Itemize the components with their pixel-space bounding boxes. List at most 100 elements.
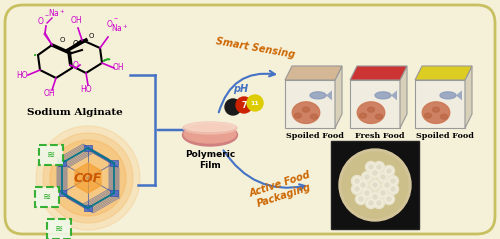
Text: O: O bbox=[73, 40, 79, 49]
Circle shape bbox=[359, 197, 363, 201]
Circle shape bbox=[358, 179, 368, 190]
Ellipse shape bbox=[360, 113, 366, 118]
Circle shape bbox=[366, 162, 376, 173]
Polygon shape bbox=[465, 66, 472, 128]
Text: Polymeric
Film: Polymeric Film bbox=[185, 150, 235, 170]
Circle shape bbox=[381, 175, 385, 179]
Circle shape bbox=[373, 195, 377, 199]
FancyArrowPatch shape bbox=[224, 150, 305, 190]
Circle shape bbox=[373, 171, 377, 175]
Polygon shape bbox=[456, 90, 462, 100]
Circle shape bbox=[374, 162, 384, 173]
Text: OH: OH bbox=[70, 16, 82, 25]
Circle shape bbox=[388, 175, 398, 186]
Circle shape bbox=[379, 173, 387, 181]
Polygon shape bbox=[326, 90, 332, 100]
Text: OH: OH bbox=[112, 63, 124, 72]
Circle shape bbox=[356, 194, 366, 205]
Circle shape bbox=[371, 193, 379, 201]
FancyArrowPatch shape bbox=[219, 71, 275, 112]
Polygon shape bbox=[75, 163, 101, 193]
Circle shape bbox=[43, 133, 133, 223]
Circle shape bbox=[378, 172, 388, 183]
Circle shape bbox=[375, 199, 383, 207]
Ellipse shape bbox=[310, 92, 326, 99]
FancyBboxPatch shape bbox=[84, 205, 92, 211]
Ellipse shape bbox=[357, 102, 385, 123]
Circle shape bbox=[384, 194, 394, 205]
Text: Spoiled Food: Spoiled Food bbox=[286, 132, 344, 140]
FancyBboxPatch shape bbox=[84, 145, 92, 151]
FancyBboxPatch shape bbox=[58, 190, 66, 196]
Circle shape bbox=[369, 165, 373, 169]
Circle shape bbox=[379, 189, 387, 197]
Circle shape bbox=[363, 189, 371, 197]
Circle shape bbox=[362, 172, 372, 183]
Ellipse shape bbox=[292, 102, 320, 123]
Text: ≋: ≋ bbox=[55, 224, 63, 234]
Circle shape bbox=[373, 183, 377, 187]
FancyBboxPatch shape bbox=[39, 145, 63, 165]
Polygon shape bbox=[415, 66, 472, 80]
FancyBboxPatch shape bbox=[58, 160, 66, 166]
Circle shape bbox=[225, 99, 241, 115]
Polygon shape bbox=[350, 80, 400, 128]
Text: Na$^+$: Na$^+$ bbox=[48, 7, 66, 19]
Circle shape bbox=[355, 179, 359, 183]
Circle shape bbox=[385, 183, 389, 187]
Circle shape bbox=[381, 191, 385, 195]
Ellipse shape bbox=[184, 125, 236, 143]
Circle shape bbox=[389, 177, 397, 185]
Circle shape bbox=[367, 163, 375, 171]
FancyBboxPatch shape bbox=[110, 190, 118, 196]
Text: $^-$: $^-$ bbox=[112, 16, 118, 22]
Text: Smart Sensing: Smart Sensing bbox=[214, 36, 296, 60]
FancyBboxPatch shape bbox=[331, 141, 419, 229]
Circle shape bbox=[339, 149, 411, 221]
Polygon shape bbox=[285, 80, 335, 128]
Polygon shape bbox=[350, 66, 407, 80]
Ellipse shape bbox=[440, 114, 448, 119]
Circle shape bbox=[357, 195, 365, 203]
Circle shape bbox=[366, 197, 376, 208]
Circle shape bbox=[385, 167, 393, 175]
Circle shape bbox=[369, 201, 373, 205]
Text: Sodium Alginate: Sodium Alginate bbox=[27, 108, 123, 117]
Circle shape bbox=[367, 199, 375, 207]
Text: $^-$: $^-$ bbox=[42, 13, 50, 19]
Text: HO: HO bbox=[80, 85, 92, 94]
Text: Fresh Food: Fresh Food bbox=[355, 132, 405, 140]
Polygon shape bbox=[335, 66, 342, 128]
Polygon shape bbox=[391, 90, 397, 100]
Text: O: O bbox=[60, 37, 64, 43]
Circle shape bbox=[352, 184, 362, 195]
Ellipse shape bbox=[368, 107, 374, 112]
Text: COF: COF bbox=[74, 172, 102, 185]
Circle shape bbox=[365, 191, 369, 195]
Circle shape bbox=[370, 191, 380, 202]
Circle shape bbox=[371, 169, 379, 177]
Circle shape bbox=[387, 169, 391, 173]
Ellipse shape bbox=[424, 113, 432, 118]
Ellipse shape bbox=[294, 113, 302, 118]
Ellipse shape bbox=[432, 107, 440, 112]
Circle shape bbox=[389, 185, 397, 193]
Text: O: O bbox=[107, 20, 113, 29]
Text: O: O bbox=[73, 61, 79, 70]
Circle shape bbox=[383, 181, 391, 189]
Circle shape bbox=[391, 179, 395, 183]
Circle shape bbox=[36, 126, 140, 230]
Text: O: O bbox=[38, 17, 44, 26]
Ellipse shape bbox=[375, 92, 391, 99]
Circle shape bbox=[377, 165, 381, 169]
FancyBboxPatch shape bbox=[110, 160, 118, 166]
Circle shape bbox=[352, 175, 362, 186]
Ellipse shape bbox=[310, 114, 318, 119]
Circle shape bbox=[371, 181, 379, 189]
Polygon shape bbox=[285, 66, 342, 80]
Ellipse shape bbox=[183, 122, 237, 134]
Circle shape bbox=[385, 195, 393, 203]
Circle shape bbox=[362, 188, 372, 199]
Circle shape bbox=[375, 163, 383, 171]
Circle shape bbox=[247, 95, 263, 111]
